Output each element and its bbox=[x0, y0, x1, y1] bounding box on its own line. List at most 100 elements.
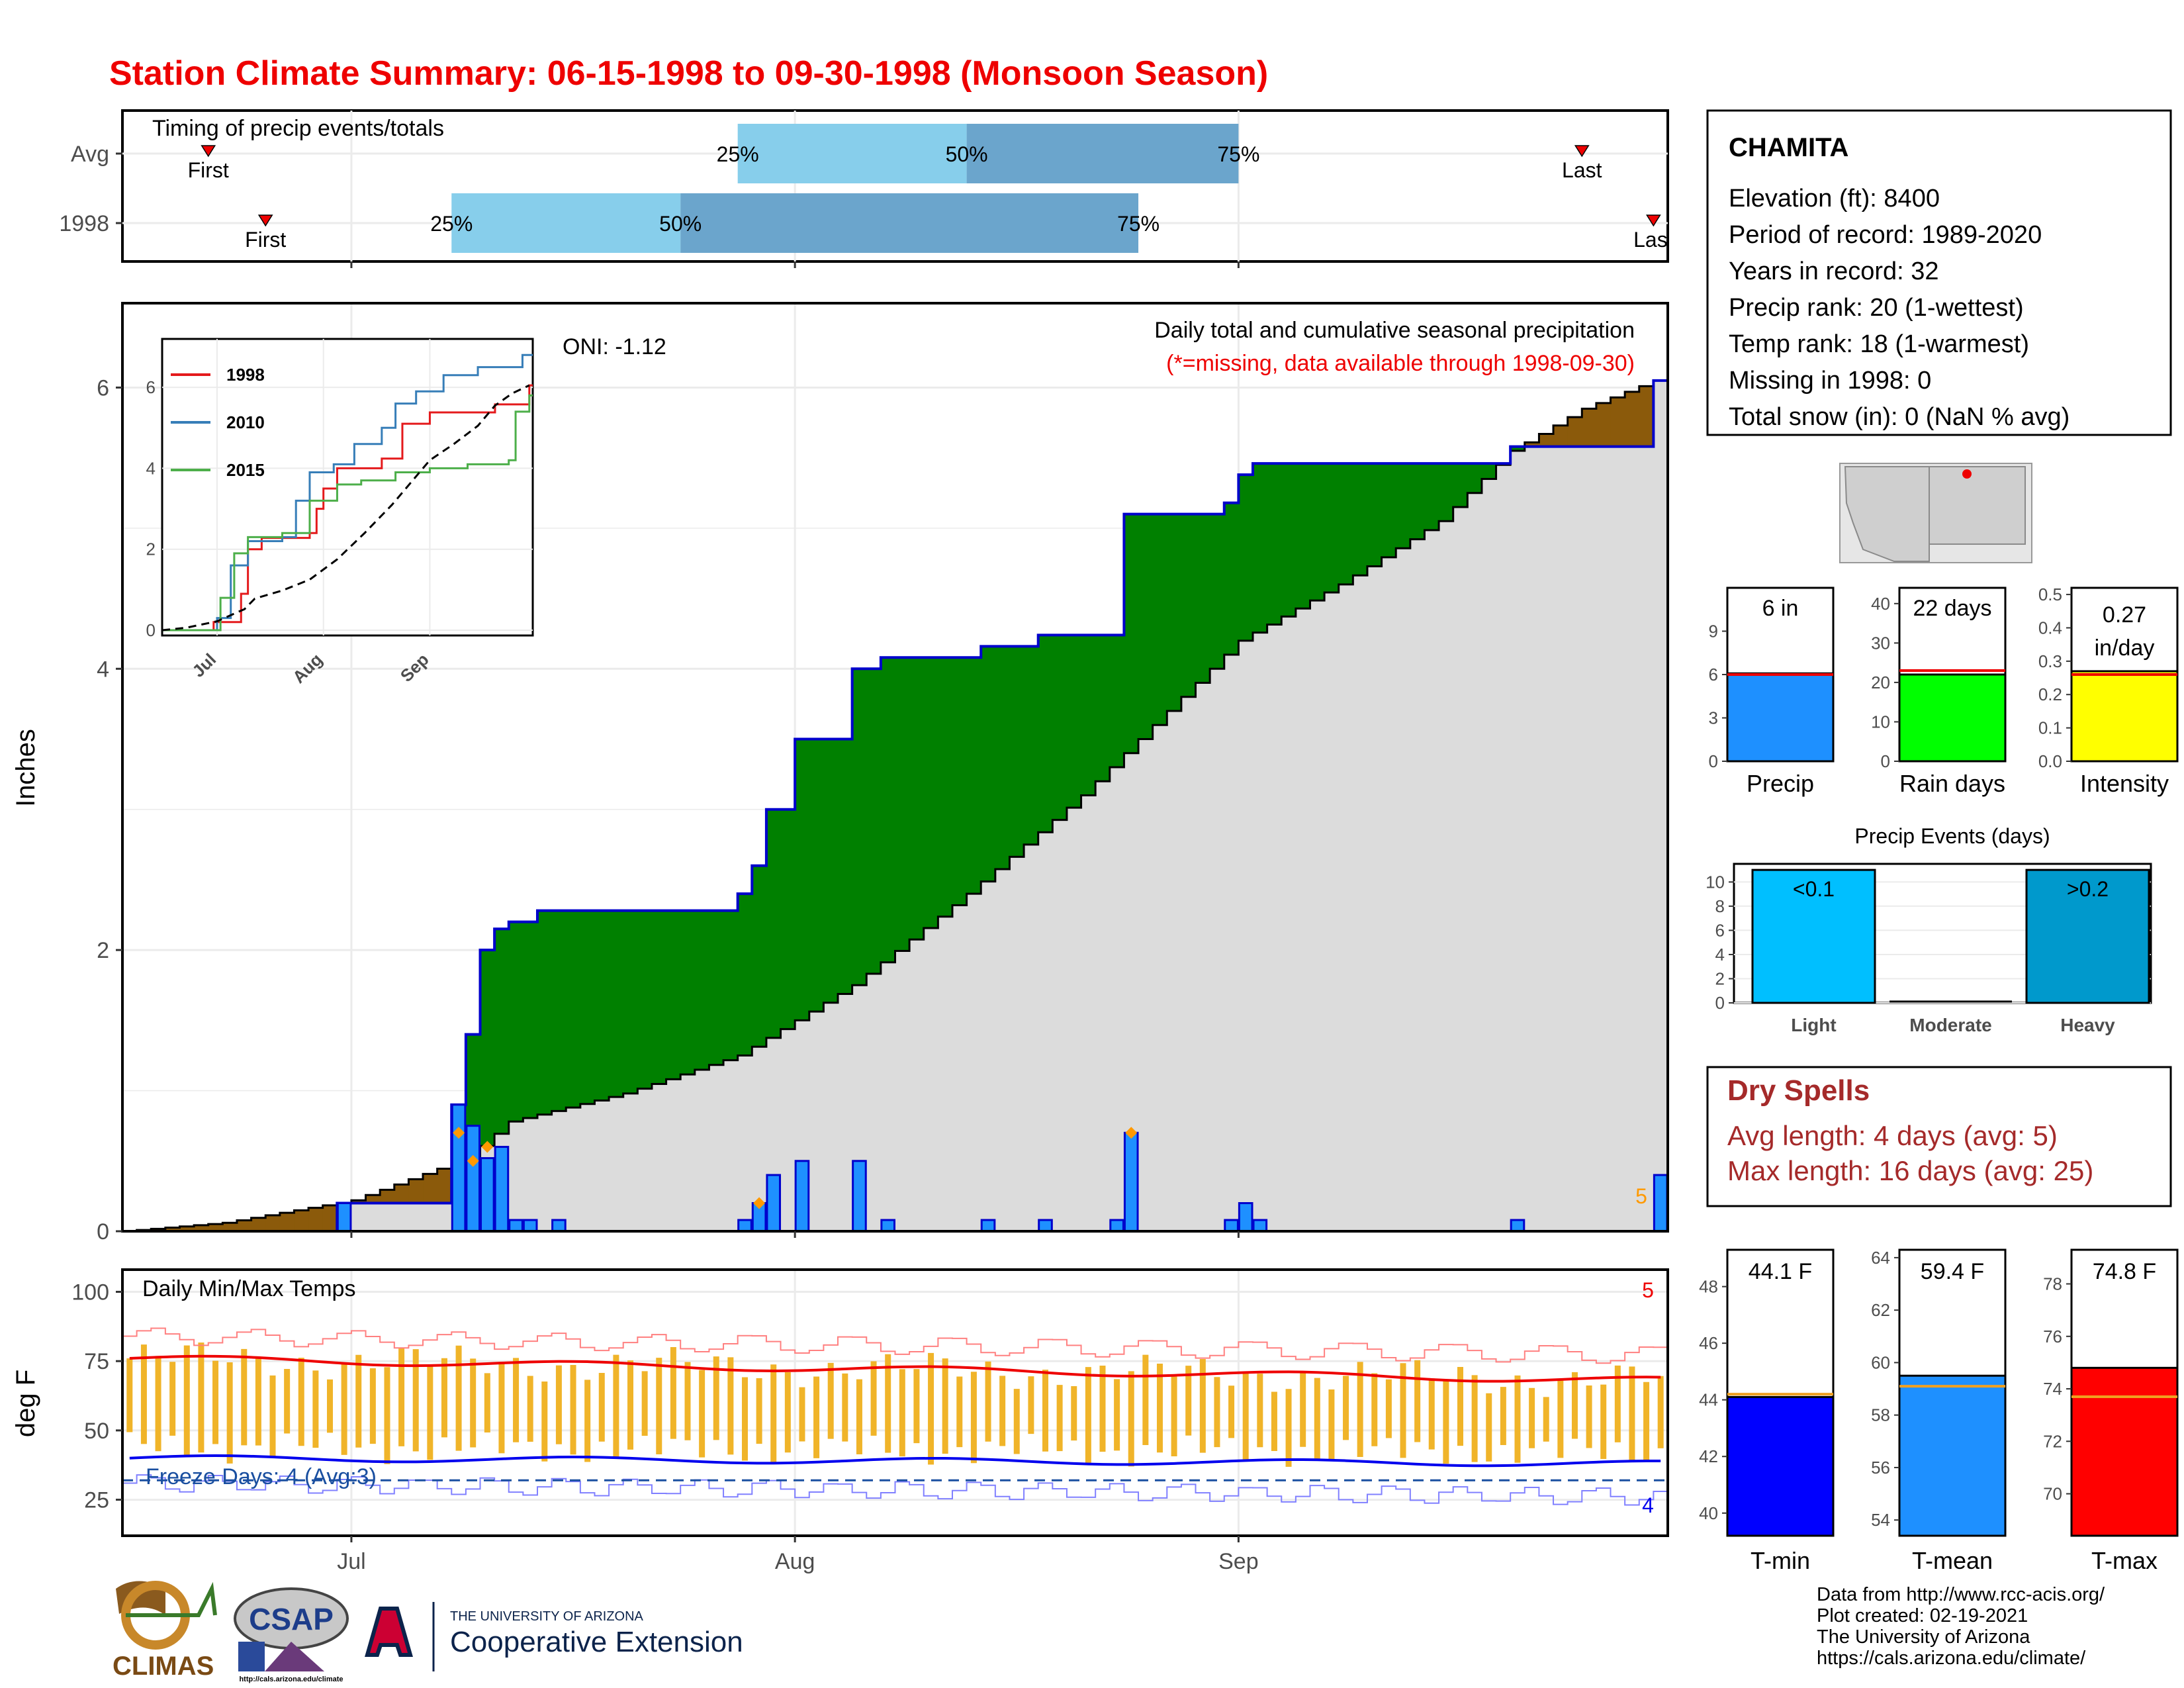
daily-precip-bar bbox=[480, 1157, 495, 1233]
events-tick-label: 4 bbox=[1715, 945, 1725, 964]
surplus-segment bbox=[537, 910, 553, 1115]
daily-precip-bar bbox=[980, 1219, 996, 1233]
events-tick-label: 0 bbox=[1715, 993, 1725, 1013]
surplus-segment bbox=[723, 910, 739, 1060]
summary-bar-chart-rain-days: 22 days Rain days 0 10 20 30 40 bbox=[1871, 586, 2007, 797]
x-tick-label: Sep bbox=[1218, 1549, 1259, 1574]
timing-bar-50-75 bbox=[966, 124, 1239, 183]
inset-series-1998 bbox=[162, 384, 533, 632]
station-info-line: Total snow (in): 0 (NaN % avg) bbox=[1729, 403, 2070, 431]
surplus-segment bbox=[709, 910, 724, 1065]
temp-summary-label: T-mean bbox=[1912, 1547, 1993, 1574]
surplus-segment bbox=[1181, 514, 1197, 697]
temp-summary-tick-label: 60 bbox=[1871, 1352, 1890, 1372]
deficit-segment bbox=[165, 1227, 181, 1231]
surplus-segment bbox=[795, 739, 810, 1021]
surplus-segment bbox=[594, 910, 610, 1101]
locator-map bbox=[1839, 463, 2032, 563]
surplus-segment bbox=[852, 669, 867, 986]
temp-summary-chart-t-max: 74.8 F T-max 70 72 74 76 78 bbox=[2043, 1248, 2179, 1574]
surplus-segment bbox=[623, 910, 638, 1094]
timing-p75-label: 75% bbox=[1217, 142, 1259, 166]
summary-bar-tick-label: 0 bbox=[1709, 751, 1718, 771]
station-info-box: CHAMITA Elevation (ft): 8400 Period of re… bbox=[1706, 109, 2172, 436]
surplus-segment bbox=[1066, 635, 1082, 808]
surplus-segment bbox=[666, 910, 681, 1080]
surplus-segment bbox=[1381, 463, 1396, 557]
surplus-segment bbox=[780, 809, 796, 1029]
missing-note: (*=missing, data available through 1998-… bbox=[1166, 351, 1635, 376]
surplus-segment bbox=[866, 669, 882, 974]
freeze-days-label: Freeze Days: 4 (Avg:3) bbox=[146, 1464, 377, 1489]
inset-series-2015 bbox=[162, 394, 533, 632]
daily-precip-bar bbox=[336, 1202, 352, 1233]
precip-y-axis-label: Inches bbox=[11, 729, 40, 807]
csap-url: http://cals.arizona.edu/climate bbox=[239, 1675, 343, 1683]
credits: Data from http://www.rcc-acis.org/Plot c… bbox=[1817, 1584, 2105, 1669]
inset-y-tick-label: 0 bbox=[146, 620, 156, 640]
surplus-segment bbox=[923, 657, 938, 928]
summary-bar-tick-label: 0.3 bbox=[2038, 651, 2062, 671]
deficit-segment bbox=[423, 1174, 438, 1203]
timing-p25-label: 25% bbox=[430, 212, 473, 236]
surplus-segment bbox=[1424, 463, 1439, 530]
summary-bar-value bbox=[2070, 670, 2179, 763]
surplus-segment bbox=[1124, 514, 1139, 753]
daily-precip-bar bbox=[451, 1103, 467, 1233]
timing-panel: Timing of precip events/totals 25% 50% 75%… bbox=[59, 109, 1706, 263]
deficit-segment bbox=[1524, 442, 1540, 447]
surplus-segment bbox=[1224, 502, 1239, 655]
surplus-segment bbox=[1453, 463, 1468, 508]
summary-bar-tick-label: 0.4 bbox=[2038, 618, 2062, 637]
temp-summary-tick-label: 58 bbox=[1871, 1405, 1890, 1425]
temp-summary-tick-label: 54 bbox=[1871, 1510, 1890, 1530]
oni-label: ONI: -1.12 bbox=[563, 334, 666, 359]
temp-summary-value-label: 59.4 F bbox=[1921, 1259, 1984, 1284]
first-event-marker bbox=[201, 145, 216, 158]
credit-line: https://cals.arizona.edu/climate/ bbox=[1817, 1648, 2086, 1669]
temp-y-tick-label: 75 bbox=[84, 1349, 109, 1374]
daily-precip-bar bbox=[508, 1219, 523, 1233]
summary-bar-chart-intensity: 0.27 in/day Intensity 0.0 0.1 0.2 0.3 0.4 0.5 bbox=[2038, 585, 2179, 797]
surplus-segment bbox=[1467, 463, 1482, 493]
surplus-segment bbox=[1038, 635, 1053, 833]
surplus-segment bbox=[1152, 514, 1167, 726]
surplus-segment bbox=[1024, 646, 1039, 845]
dry-spells-avg: Avg length: 4 days (avg: 5) bbox=[1727, 1120, 2058, 1151]
deficit-segment bbox=[351, 1200, 367, 1203]
station-info-line: Elevation (ft): 8400 bbox=[1729, 185, 1940, 212]
record-marker bbox=[1125, 1127, 1138, 1139]
station-info-line: Missing in 1998: 0 bbox=[1729, 367, 1931, 395]
timing-p75-label: 75% bbox=[1117, 212, 1160, 236]
deficit-segment bbox=[1567, 417, 1582, 447]
temp-summary-tick-label: 72 bbox=[2043, 1431, 2062, 1451]
summary-bar-label: Precip bbox=[1747, 770, 1814, 797]
surplus-segment bbox=[895, 657, 910, 951]
surplus-segment bbox=[1396, 463, 1411, 549]
surplus-segment bbox=[609, 910, 624, 1098]
surplus-segment bbox=[551, 910, 567, 1111]
surplus-segment bbox=[1267, 463, 1282, 625]
csap-logo-text: CSAP bbox=[249, 1602, 334, 1636]
summary-bar-tick-label: 40 bbox=[1871, 594, 1890, 614]
first-event-marker bbox=[257, 214, 273, 227]
surplus-segment bbox=[694, 910, 710, 1070]
temp-summary-label: T-min bbox=[1751, 1547, 1810, 1574]
y-tick-label: 6 bbox=[97, 375, 109, 400]
summary-bar-tick-label: 10 bbox=[1871, 712, 1890, 731]
daily-precip-bar bbox=[465, 1125, 481, 1233]
surplus-segment bbox=[1353, 463, 1368, 576]
daily-precip-bar bbox=[1252, 1219, 1268, 1233]
credit-line: The University of Arizona bbox=[1817, 1626, 2030, 1648]
deficit-segment bbox=[308, 1207, 324, 1231]
missing-count: 5 bbox=[1635, 1184, 1647, 1208]
daily-precip-bar bbox=[551, 1219, 567, 1233]
deficit-segment bbox=[1553, 425, 1569, 447]
deficit-segment bbox=[279, 1213, 295, 1231]
deficit-segment bbox=[294, 1210, 309, 1231]
summary-bar-tick-label: 0 bbox=[1881, 751, 1890, 771]
surplus-segment bbox=[1367, 463, 1383, 567]
y-tick-label: 0 bbox=[97, 1219, 109, 1244]
temp-summary-tick-label: 74 bbox=[2043, 1379, 2062, 1399]
